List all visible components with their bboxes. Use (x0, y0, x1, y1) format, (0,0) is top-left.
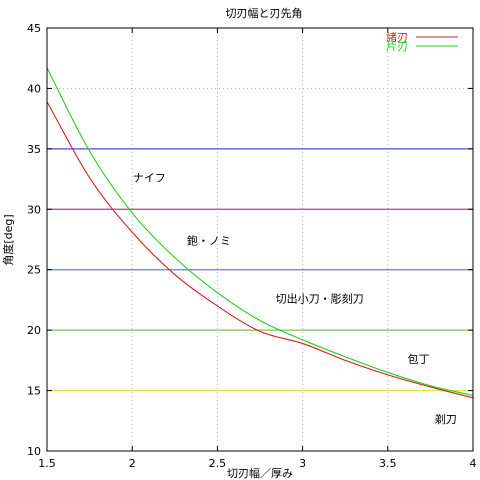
legend-label-1: 片刃 (386, 40, 408, 53)
x-axis-ticks: 1.5 2 2.5 3 3.5 4 (38, 28, 477, 470)
reference-lines (47, 148, 473, 392)
y-tick-label-3: 25 (27, 264, 41, 277)
y-tick-label-5: 35 (27, 143, 41, 156)
x-tick-label-5: 4 (470, 457, 477, 470)
chart-title: 切刃幅と刃先角 (226, 7, 303, 20)
annotation-4: 剃刀 (435, 413, 457, 426)
legend-label-0: 諸刃 (386, 30, 408, 44)
plot-frame (46, 27, 474, 452)
grid (46, 27, 474, 452)
x-tick-label-2: 2.5 (209, 457, 227, 470)
y-tick-label-4: 30 (27, 203, 41, 216)
x-tick-label-0: 1.5 (38, 457, 56, 470)
y-axis-label: 角度[deg] (1, 214, 15, 265)
x-axis-label: 切刃幅／厚み (227, 467, 293, 480)
series-line-0 (46, 101, 474, 399)
annotation-0: ナイフ (133, 171, 166, 184)
series-line-1 (46, 67, 474, 396)
y-tick-label-2: 20 (27, 324, 41, 337)
y-tick-label-1: 15 (27, 385, 41, 398)
x-tick-label-1: 2 (129, 457, 136, 470)
series-group (46, 67, 474, 399)
y-tick-label-7: 45 (27, 22, 41, 35)
x-tick-label-3: 3 (299, 457, 306, 470)
y-axis-ticks: 10 15 20 25 30 35 40 45 (27, 22, 473, 458)
annotation-2: 切出小刀・彫刻刀 (276, 291, 364, 305)
annotation-3: 包丁 (407, 353, 429, 366)
y-tick-label-6: 40 (27, 82, 41, 95)
annotation-1: 鉋・ノミ (187, 233, 231, 247)
x-tick-label-4: 3.5 (379, 457, 397, 470)
y-tick-label-0: 10 (27, 445, 41, 458)
